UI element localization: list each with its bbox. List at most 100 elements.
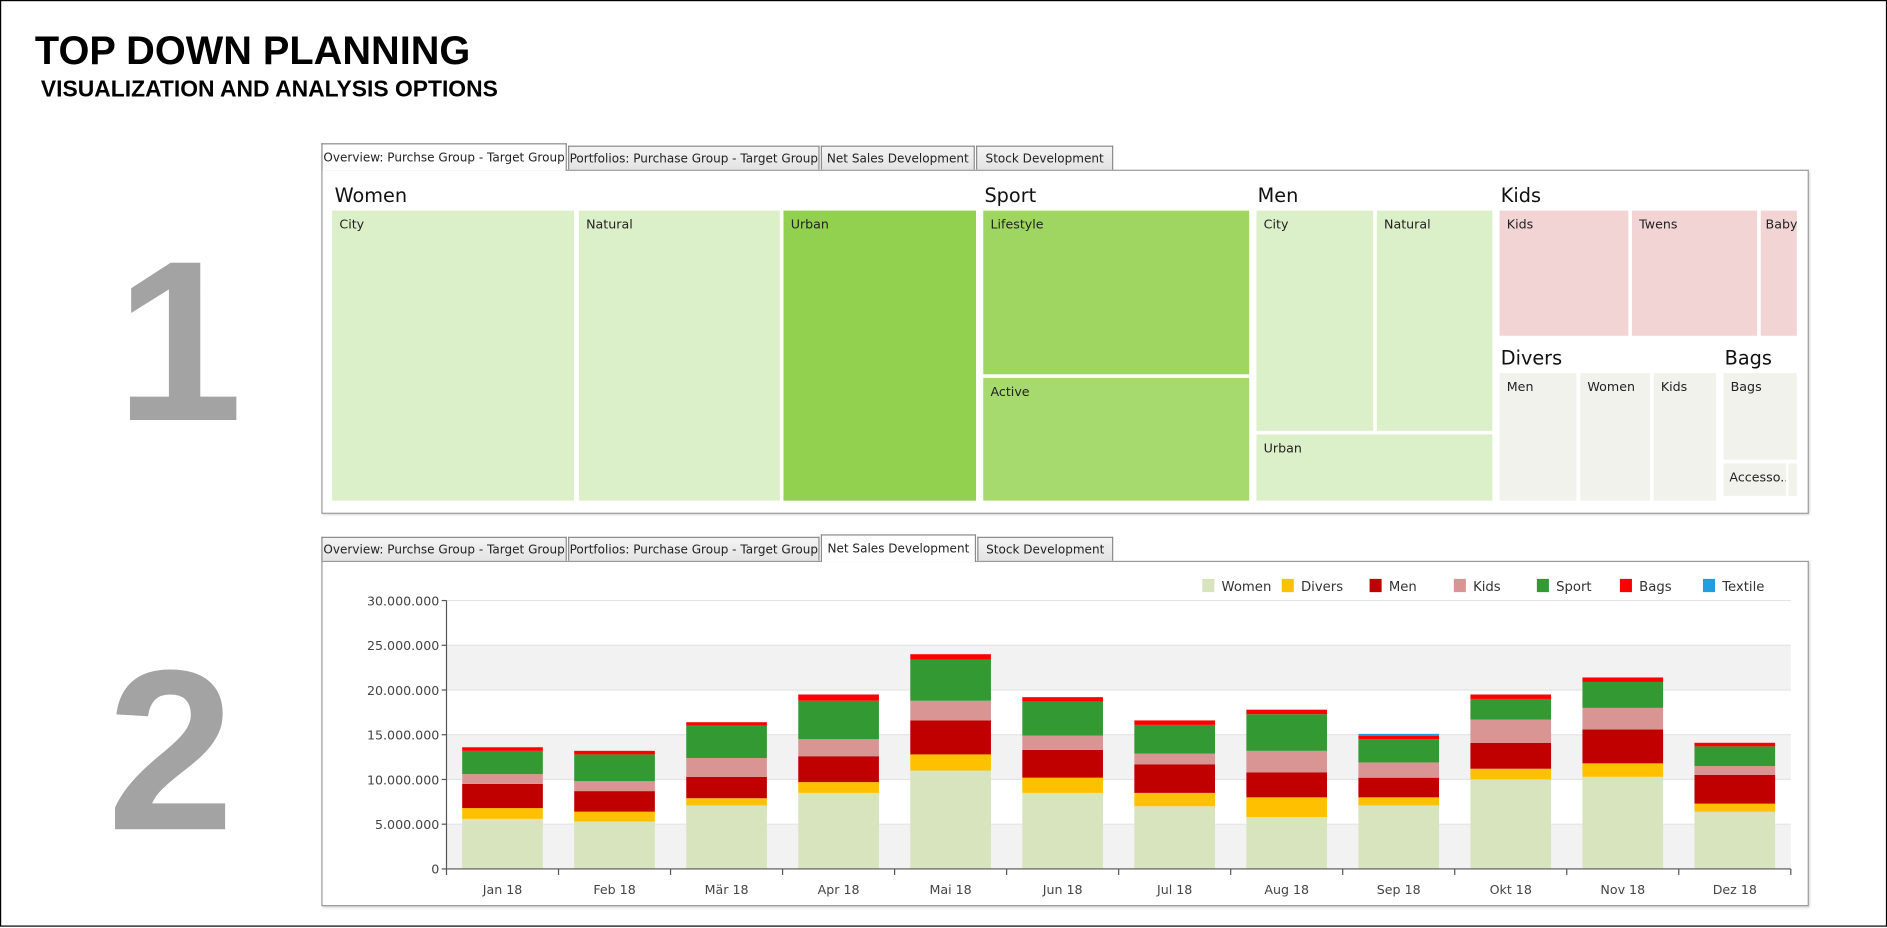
legend-label-sport: Sport <box>1556 580 1592 595</box>
x-tick-label: Jan 18 <box>482 882 523 897</box>
bar-segment-divers <box>1694 803 1776 812</box>
cell-divers-women[interactable]: Women <box>1580 373 1650 501</box>
bar-segment-bags <box>686 722 767 726</box>
legend-swatch-men <box>1369 578 1382 593</box>
bar-segment-men <box>1358 777 1440 798</box>
bar-segment-women <box>1358 805 1440 869</box>
bar-segment-women <box>462 818 543 869</box>
bar-segment-kids <box>1582 707 1664 730</box>
group-label-bags: Bags <box>1724 346 1772 370</box>
cell-divers-kids[interactable]: Kids <box>1653 373 1717 501</box>
bar-segment-bags <box>1470 694 1552 699</box>
bar-segment-divers <box>910 754 991 771</box>
legend-label-divers: Divers <box>1301 580 1343 595</box>
bar-segment-kids <box>910 700 991 721</box>
bar-segment-sport <box>1134 724 1215 754</box>
bar-segment-women <box>798 792 879 869</box>
section-number-2: 2 <box>107 623 235 879</box>
bar-segment-divers <box>574 811 655 822</box>
tab-overview[interactable]: Overview: Purchse Group - Target Group <box>321 143 567 171</box>
group-label-men: Men <box>1257 184 1299 208</box>
bar-segment-kids <box>1022 735 1103 750</box>
bar-segment-sport <box>798 700 879 740</box>
cell-bags-other[interactable] <box>1788 463 1797 496</box>
bar-segment-kids <box>1694 766 1776 775</box>
bar-segment-men <box>574 791 655 812</box>
page-subtitle: VISUALIZATION AND ANALYSIS OPTIONS <box>40 77 498 103</box>
bar-segment-divers <box>1470 768 1552 780</box>
tab-net-sales[interactable]: Net Sales Development <box>820 534 977 563</box>
tab-stock[interactable]: Stock Development <box>977 536 1114 563</box>
x-tick-label: Jun 18 <box>1042 882 1083 897</box>
cell-women-urban[interactable]: Urban <box>783 210 977 501</box>
bar-segment-bags <box>1582 677 1664 682</box>
cell-men-city[interactable]: City <box>1256 210 1374 431</box>
cell-divers-men[interactable]: Men <box>1499 373 1577 501</box>
tab-portfolios[interactable]: Portfolios: Purchase Group - Target Grou… <box>568 145 820 171</box>
bar-segment-sport <box>1470 698 1552 720</box>
legend-swatch-sport <box>1536 578 1549 593</box>
legend-swatch-kids <box>1453 578 1466 593</box>
legend-label-kids: Kids <box>1473 580 1501 595</box>
group-label-women: Women <box>334 184 408 208</box>
section-number-1: 1 <box>115 214 243 470</box>
bar-segment-divers <box>798 782 879 793</box>
bar-segment-bags <box>1022 697 1103 702</box>
bar-segment-textile <box>1358 733 1440 736</box>
cell-men-natural[interactable]: Natural <box>1376 210 1493 431</box>
bar-segment-kids <box>1134 753 1215 765</box>
bar-segment-men <box>910 720 991 755</box>
y-tick-label: 20.000.000 <box>367 683 439 698</box>
legend-swatch-divers <box>1281 578 1294 593</box>
cell-bags-accessories[interactable]: Accesso... <box>1723 463 1786 496</box>
bar-segment-divers <box>1246 797 1328 818</box>
legend-label-bags: Bags <box>1639 580 1672 595</box>
grid-band <box>446 824 1791 869</box>
y-tick-label: 5.000.000 <box>375 817 439 832</box>
x-tick-label: Jul 18 <box>1156 882 1192 897</box>
cell-sport-active[interactable]: Active <box>983 377 1250 501</box>
bar-segment-kids <box>1358 762 1440 778</box>
bar-segment-kids <box>574 781 655 792</box>
bar-segment-women <box>910 770 991 869</box>
bar-segment-sport <box>1022 701 1103 736</box>
x-tick-label: Feb 18 <box>593 882 635 897</box>
x-tick-label: Okt 18 <box>1490 882 1532 897</box>
bar-segment-men <box>1134 764 1215 793</box>
cell-kids-kids[interactable]: Kids <box>1499 210 1629 336</box>
bar-segment-kids <box>798 739 879 757</box>
cell-sport-lifestyle[interactable]: Lifestyle <box>983 210 1250 375</box>
y-tick-label: 30.000.000 <box>367 593 439 608</box>
grid-band <box>446 645 1791 691</box>
tab-stock[interactable]: Stock Development <box>976 145 1114 171</box>
bar-segment-kids <box>1246 750 1328 773</box>
bar-segment-bags <box>574 750 655 755</box>
bar-segment-bags <box>910 654 991 660</box>
bar-segment-sport <box>1246 714 1328 751</box>
bar-segment-kids <box>686 757 767 777</box>
cell-kids-twens[interactable]: Twens <box>1631 210 1758 336</box>
bar-segment-men <box>1694 774 1776 804</box>
bar-segment-men <box>1582 729 1664 764</box>
bar-segment-divers <box>1134 792 1215 807</box>
cell-bags-bags[interactable]: Bags <box>1723 373 1797 460</box>
cell-men-urban[interactable]: Urban <box>1256 434 1493 501</box>
x-tick-label: Nov 18 <box>1600 882 1645 897</box>
tab-portfolios[interactable]: Portfolios: Purchase Group - Target Grou… <box>568 536 820 563</box>
bar-segment-bags <box>798 694 879 701</box>
bar-segment-men <box>462 783 543 809</box>
tab-net-sales[interactable]: Net Sales Development <box>820 145 975 171</box>
bar-segment-sport <box>1358 739 1440 763</box>
cell-women-city[interactable]: City <box>332 210 575 501</box>
bar-segment-divers <box>686 798 767 806</box>
bar-segment-women <box>1134 806 1215 869</box>
tab-overview[interactable]: Overview: Purchse Group - Target Group <box>321 536 567 563</box>
bar-segment-kids <box>1470 719 1552 743</box>
cell-kids-baby[interactable]: Baby <box>1760 210 1797 336</box>
group-label-kids: Kids <box>1500 184 1542 208</box>
y-tick-label: 0 <box>431 862 439 877</box>
legend-swatch-bags <box>1619 578 1632 593</box>
cell-women-natural[interactable]: Natural <box>578 210 780 501</box>
group-label-divers: Divers <box>1500 346 1563 370</box>
